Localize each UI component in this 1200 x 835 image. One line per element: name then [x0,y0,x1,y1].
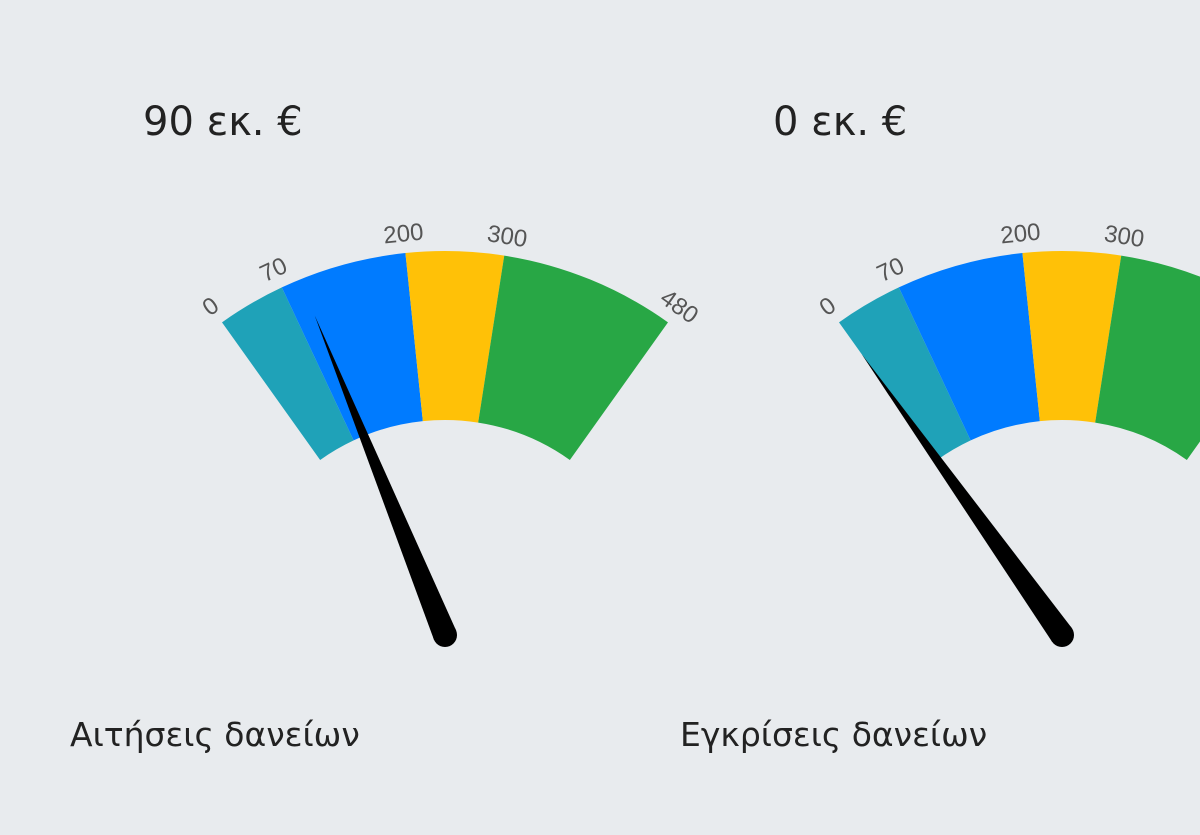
gauge-title: Εγκρίσεις δανείων [680,715,987,754]
needle-hub [1050,623,1074,647]
gauge-band [898,253,1040,441]
tick-label: 200 [382,218,425,249]
gauge-band [1095,255,1200,460]
tick-label: 300 [485,220,529,253]
gauge-band [478,255,668,460]
tick-label: 70 [873,252,909,288]
gauge-band [222,287,354,460]
needle [314,315,457,640]
tick-label: 0 [198,292,225,322]
gauge-band [405,250,505,423]
gauge-value: 90 εκ. € [143,99,303,145]
tick-label: 300 [1102,220,1146,253]
tick-label: 200 [999,218,1042,249]
needle [861,354,1072,642]
gauge-band [281,253,423,441]
gauge-value: 0 εκ. € [773,99,907,145]
gauge-band [1022,250,1122,423]
gauge-band [839,287,971,460]
gauge-title: Αιτήσεις δανείων [70,715,360,754]
tick-label: 0 [815,292,842,322]
tick-label: 70 [256,252,292,288]
needle-hub [433,623,457,647]
